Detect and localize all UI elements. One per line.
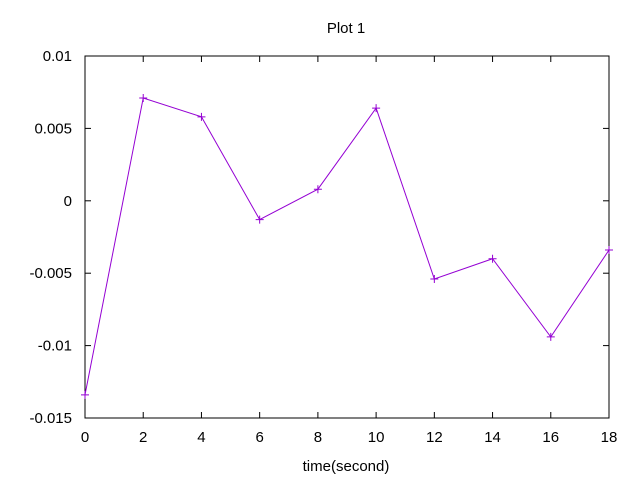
data-point-marker xyxy=(255,215,264,224)
x-axis-label: time(second) xyxy=(303,458,390,475)
x-tick-label: 10 xyxy=(368,429,385,446)
data-point-marker xyxy=(81,390,89,399)
y-tick-label: -0.01 xyxy=(38,338,72,355)
data-point-marker xyxy=(372,104,381,113)
x-tick-label: 16 xyxy=(542,429,559,446)
data-point-marker xyxy=(546,332,555,341)
data-point-marker xyxy=(488,254,497,263)
data-point-marker xyxy=(430,274,439,283)
plot-area-border xyxy=(84,55,610,419)
data-point-marker xyxy=(197,112,206,121)
y-tick-label: 0.01 xyxy=(43,48,72,65)
series-line xyxy=(84,97,610,395)
x-tick-label: 14 xyxy=(484,429,501,446)
y-tick-label: -0.005 xyxy=(29,265,72,282)
axis-ticks: 0 2 4 6 8 10 12 14 16 18 -0.015 -0.01 -0.005 0 0.005 0.… xyxy=(29,48,617,446)
x-tick-label: 12 xyxy=(426,429,443,446)
data-point-marker xyxy=(605,246,613,255)
chart-title: Plot 1 xyxy=(327,20,365,37)
x-tick-label: 2 xyxy=(139,429,147,446)
x-tick-label: 0 xyxy=(81,429,89,446)
x-tick-label: 4 xyxy=(197,429,205,446)
x-tick-label: 8 xyxy=(314,429,322,446)
y-tick-label: 0.005 xyxy=(34,120,72,137)
x-tick-label: 6 xyxy=(255,429,263,446)
data-point-marker xyxy=(139,93,148,102)
x-tick-label: 18 xyxy=(601,429,618,446)
data-point-marker xyxy=(313,185,322,194)
y-tick-label: -0.015 xyxy=(29,410,72,427)
series-layer xyxy=(81,93,613,399)
y-tick-label: 0 xyxy=(64,193,72,210)
